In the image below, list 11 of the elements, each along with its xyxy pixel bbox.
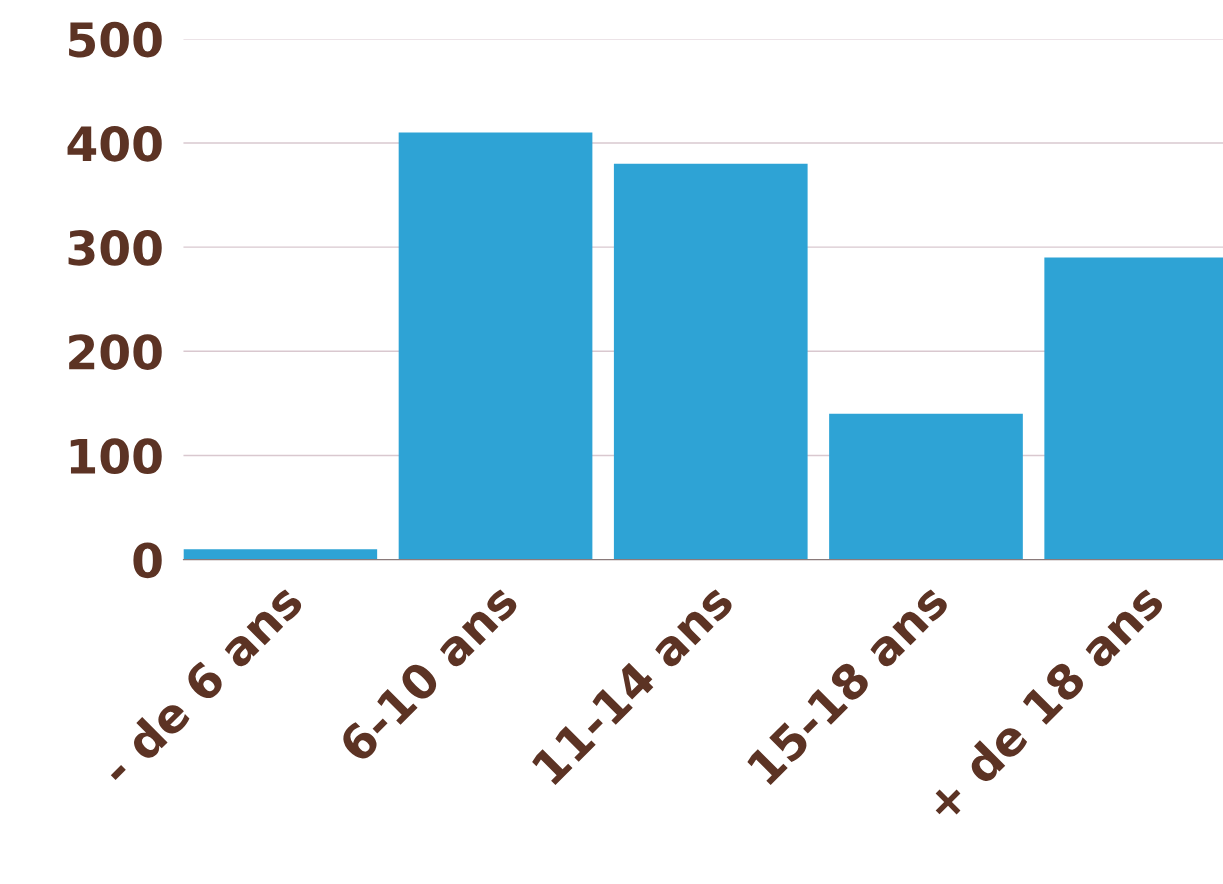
y-tick-label: 100	[70, 438, 162, 475]
y-tick-label: 200	[69, 334, 162, 370]
bar	[398, 132, 593, 560]
y-tick-label: 300	[68, 230, 162, 266]
y-tick-label: 0	[133, 542, 162, 579]
y-tick-label: 400	[67, 125, 162, 162]
y-tick-label: 500	[69, 21, 162, 58]
x-tick-label: - de 6 ans	[97, 580, 305, 788]
bar	[613, 163, 808, 560]
bar	[829, 413, 1023, 560]
bar	[183, 549, 378, 560]
